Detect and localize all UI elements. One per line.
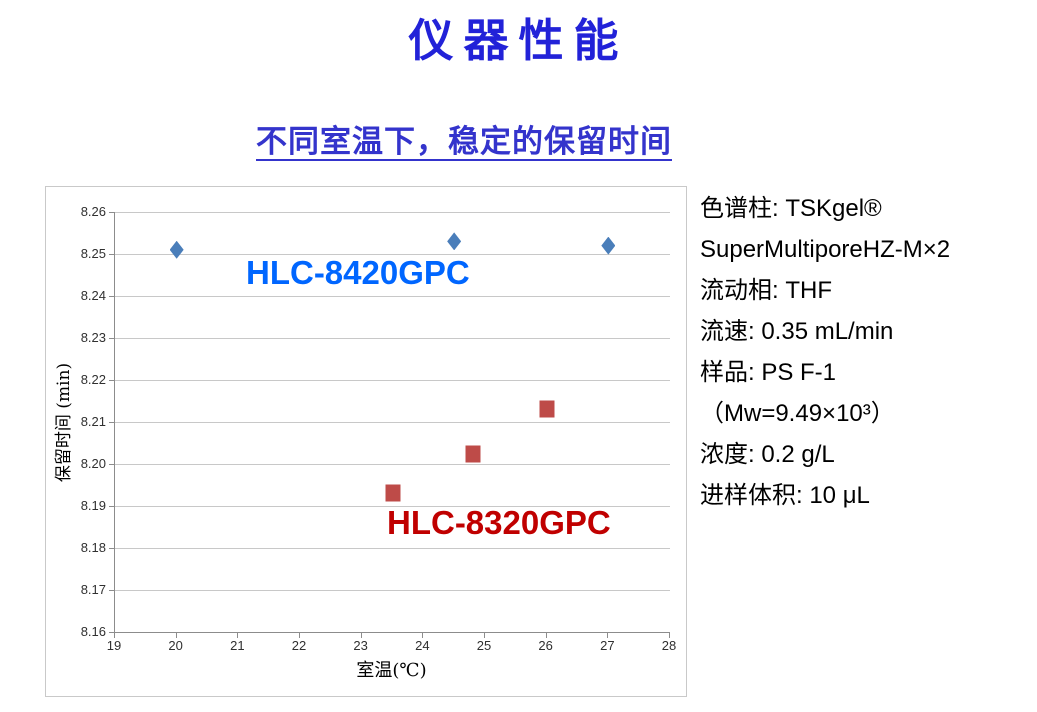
y-tick-mark <box>109 464 114 465</box>
y-tick-label: 8.20 <box>80 456 106 471</box>
gridline <box>115 212 670 213</box>
x-tick-label: 24 <box>415 638 430 653</box>
x-axis-title: 室温(℃) <box>356 660 427 681</box>
gridline <box>115 380 670 381</box>
condition-flow-rate: 流速: 0.35 mL/min <box>700 318 894 345</box>
gridline <box>115 590 670 591</box>
gridline <box>115 506 670 507</box>
data-point-hlc-8320gpc <box>385 484 400 502</box>
x-tick-label: 22 <box>291 638 307 653</box>
x-tick-label: 19 <box>106 638 122 653</box>
y-tick-mark <box>109 212 114 213</box>
y-tick-mark <box>109 338 114 339</box>
y-tick-label: 8.24 <box>80 288 106 303</box>
gridline <box>115 254 670 255</box>
y-tick-label: 8.19 <box>80 498 106 513</box>
x-tick-label: 21 <box>230 638 245 653</box>
gridline <box>115 548 670 549</box>
gridline <box>115 464 670 465</box>
y-tick-label: 8.25 <box>80 246 106 261</box>
data-point-hlc-8320gpc <box>465 445 481 462</box>
condition-mw: （Mw=9.49×10³） <box>700 400 895 427</box>
data-point-hlc-8320gpc <box>539 400 555 418</box>
condition-mobile-phase: 流动相: THF <box>700 277 832 304</box>
y-tick-mark <box>109 590 114 591</box>
x-tick-mark <box>299 633 300 638</box>
gridline <box>115 296 670 297</box>
series-label-hlc-8320gpc: HLC-8320GPC <box>387 504 611 541</box>
x-tick-mark <box>360 633 362 638</box>
x-tick-mark <box>237 633 239 638</box>
gridline <box>115 338 670 339</box>
page-subtitle: 不同室温下，稳定的保留时间 <box>256 124 672 160</box>
y-tick-label: 8.23 <box>80 330 106 345</box>
condition-injection-volume: 进样体积: 10 μL <box>700 482 870 509</box>
chart: 保留时间 (min) HLC-8420GPC HLC-8320GPC 室温(℃)… <box>45 186 687 697</box>
y-tick-label: 8.21 <box>80 414 106 429</box>
data-point-hlc-8420gpc <box>169 240 184 259</box>
gridline <box>115 422 670 423</box>
data-point-hlc-8420gpc <box>447 232 462 251</box>
y-tick-mark <box>109 548 114 549</box>
x-tick-label: 27 <box>600 638 615 653</box>
y-tick-mark <box>109 296 114 297</box>
series-label-hlc-8420gpc: HLC-8420GPC <box>246 254 470 291</box>
page-title: 仪器性能 <box>408 14 629 67</box>
x-tick-mark <box>484 633 485 638</box>
y-tick-label: 8.26 <box>80 204 106 219</box>
y-tick-mark <box>109 422 114 423</box>
x-tick-label: 23 <box>353 638 368 653</box>
condition-column: 色谱柱: TSKgel® <box>700 195 882 222</box>
x-tick-label: 26 <box>538 638 553 653</box>
y-tick-mark <box>109 254 114 255</box>
y-tick-label: 8.16 <box>80 624 106 639</box>
condition-sample: 样品: PS F-1 <box>700 359 837 386</box>
y-tick-label: 8.18 <box>80 540 106 555</box>
y-tick-label: 8.22 <box>80 372 106 387</box>
y-tick-mark <box>109 380 114 381</box>
x-tick-label: 25 <box>476 638 492 653</box>
condition-concentration: 浓度: 0.2 g/L <box>700 441 835 468</box>
x-tick-mark <box>114 633 115 638</box>
x-tick-mark <box>545 633 547 638</box>
y-tick-mark <box>109 506 114 507</box>
data-point-hlc-8420gpc <box>601 236 616 255</box>
x-tick-label: 20 <box>168 638 183 653</box>
x-tick-mark <box>175 633 177 638</box>
y-tick-label: 8.17 <box>80 582 106 597</box>
plot-area: HLC-8420GPC HLC-8320GPC <box>114 212 670 633</box>
condition-column-2: SuperMultiporeHZ-M×2 <box>700 236 951 263</box>
x-tick-mark <box>607 633 609 638</box>
analysis-conditions: 色谱柱: TSKgel® SuperMultiporeHZ-M×2 流动相: T… <box>700 188 1030 516</box>
x-tick-label: 28 <box>661 638 677 653</box>
y-tick-mark <box>109 632 114 633</box>
x-tick-mark <box>669 633 670 638</box>
x-tick-mark <box>422 633 424 638</box>
